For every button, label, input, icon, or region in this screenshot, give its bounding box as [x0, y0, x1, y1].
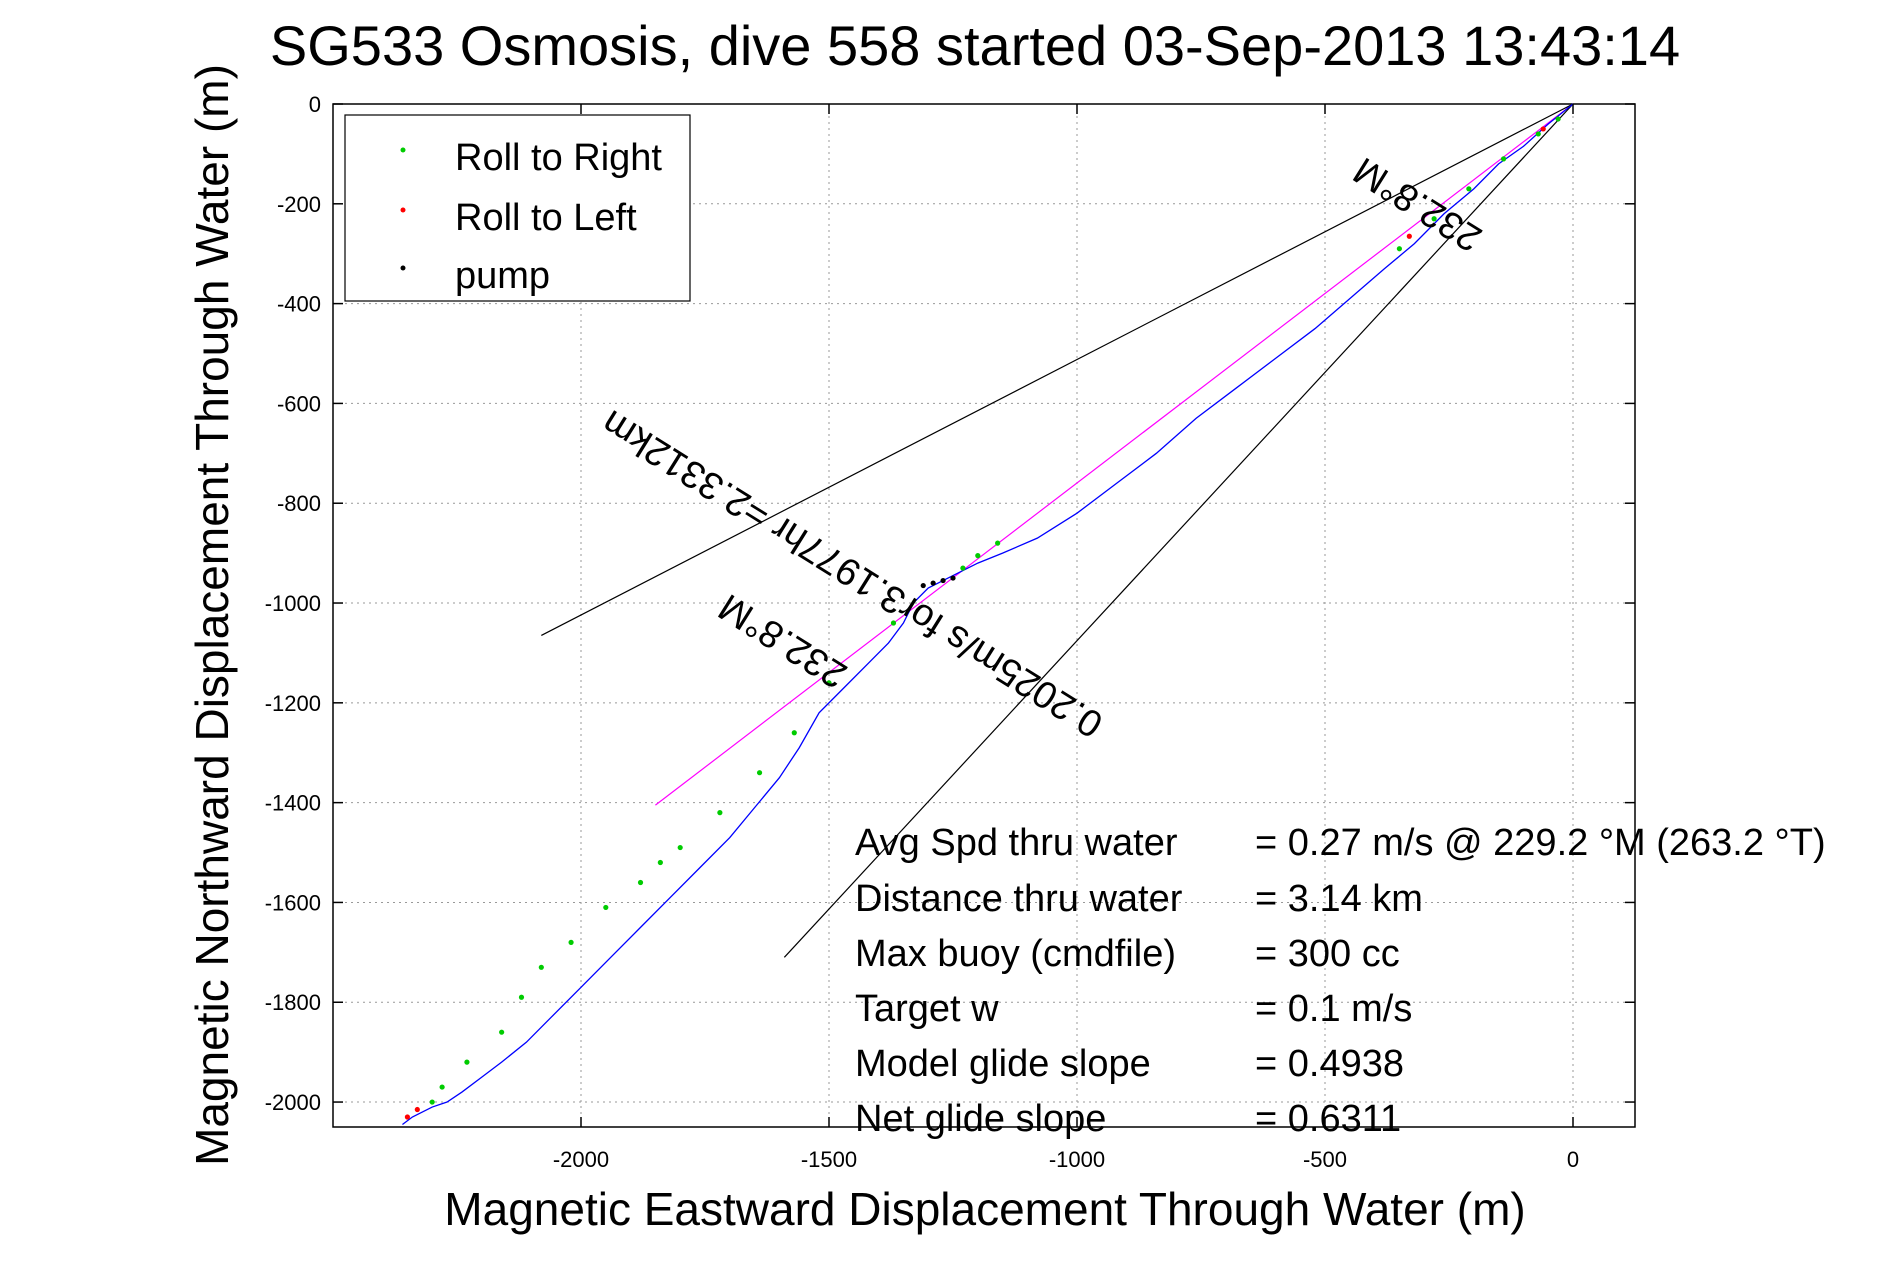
roll-right-point [429, 1099, 435, 1105]
roll-right-point [1396, 246, 1402, 252]
roll-right-point [439, 1084, 445, 1090]
legend-marker-roll-right [400, 147, 406, 153]
roll-right-point [518, 994, 525, 1000]
roll-right-point [637, 879, 644, 886]
legend-label-roll-left: Roll to Left [455, 197, 637, 239]
y-tick-label: 0 [309, 92, 321, 117]
pump-point [950, 575, 956, 581]
track-line [402, 103, 1574, 1126]
stats-block: Avg Spd thru water = 0.27 m/s @ 229.2 °M… [855, 822, 1826, 1140]
legend: Roll to Right Roll to Left pump [344, 114, 691, 302]
stat-value-distance: = 3.14 km [1255, 878, 1423, 920]
y-tick-label: -1000 [265, 591, 321, 616]
reference-line-bound-2 [783, 103, 1574, 958]
roll-right-point [464, 1059, 470, 1065]
stat-value-net-glide: = 0.6311 [1255, 1098, 1401, 1140]
pump-point [940, 577, 946, 584]
roll-right-point [677, 844, 683, 851]
roll-right-point [717, 810, 723, 816]
stat-label-max-buoy: Max buoy (cmdfile) [855, 933, 1176, 975]
stat-value-target-w: = 0.1 m/s [1255, 988, 1412, 1030]
roll-right-point [890, 620, 897, 626]
x-ticks: -2000 -1500 -1000 -500 0 [553, 104, 1579, 1172]
roll-left-point [404, 1114, 410, 1120]
roll-right-point [960, 565, 966, 571]
stat-label-target-w: Target w [855, 988, 999, 1030]
x-tick-label: -500 [1303, 1147, 1347, 1172]
roll-right-point [1466, 186, 1472, 192]
reference-lines [541, 103, 1574, 958]
reference-line-heading [655, 103, 1574, 806]
roll-right-point [1431, 216, 1437, 222]
roll-left-point [1406, 233, 1412, 239]
y-tick-label: -1800 [265, 990, 321, 1015]
roll-right-point [603, 904, 609, 911]
stat-value-avg-speed: = 0.27 m/s @ 229.2 °M (263.2 °T) [1255, 822, 1826, 864]
y-tick-label: -2000 [265, 1090, 321, 1115]
x-tick-label: -1000 [1049, 1147, 1105, 1172]
y-tick-label: -1400 [265, 791, 321, 816]
chart-title: SG533 Osmosis, dive 558 started 03-Sep-2… [270, 14, 1680, 77]
y-ticks: 0 -200 -400 -600 -800 -1000 -1200 -1400 -1600 -18… [265, 92, 1635, 1115]
roll-right-point [1555, 116, 1561, 122]
y-tick-label: -600 [277, 391, 321, 416]
x-axis-label: Magnetic Eastward Displacement Through W… [444, 1183, 1525, 1235]
points [404, 116, 1561, 1120]
stat-label-distance: Distance thru water [855, 878, 1183, 920]
legend-label-pump: pump [455, 255, 550, 297]
stat-label-net-glide: Net glide slope [855, 1098, 1106, 1140]
y-tick-label: -400 [277, 292, 321, 317]
roll-right-point [975, 553, 981, 559]
plot-frame [332, 103, 1636, 1128]
y-tick-label: -1600 [265, 890, 321, 915]
roll-right-point [1500, 156, 1507, 162]
roll-right-point [995, 540, 1001, 546]
y-axis-label: Magnetic Northward Displacement Through … [186, 64, 238, 1166]
y-tick-label: -1200 [265, 691, 321, 716]
stat-label-avg-speed: Avg Spd thru water [855, 822, 1178, 864]
roll-right-point [657, 859, 663, 866]
roll-left-point [414, 1106, 420, 1113]
stat-value-model-glide: = 0.4938 [1255, 1043, 1404, 1085]
roll-left-point [1540, 126, 1546, 132]
roll-right-point [1535, 131, 1541, 137]
legend-marker-roll-left [400, 207, 406, 213]
x-tick-label: -1500 [801, 1147, 857, 1172]
reference-line-bound-1 [541, 103, 1574, 636]
pump-point [930, 580, 936, 586]
y-tick-label: -800 [277, 491, 321, 516]
y-tick-label: -200 [277, 192, 321, 217]
stat-value-max-buoy: = 300 cc [1255, 933, 1400, 975]
roll-right-point [568, 939, 574, 945]
stat-label-model-glide: Model glide slope [855, 1043, 1151, 1085]
roll-right-point [756, 770, 763, 776]
track [402, 103, 1574, 1126]
legend-marker-pump [400, 265, 406, 271]
legend-label-roll-right: Roll to Right [455, 137, 662, 179]
roll-right-point [826, 680, 832, 686]
roll-right-point [538, 964, 544, 970]
roll-right-point [791, 730, 797, 736]
x-tick-label: -2000 [553, 1147, 609, 1172]
roll-right-point [499, 1029, 505, 1035]
pump-point [920, 582, 926, 589]
x-tick-label: 0 [1567, 1147, 1579, 1172]
